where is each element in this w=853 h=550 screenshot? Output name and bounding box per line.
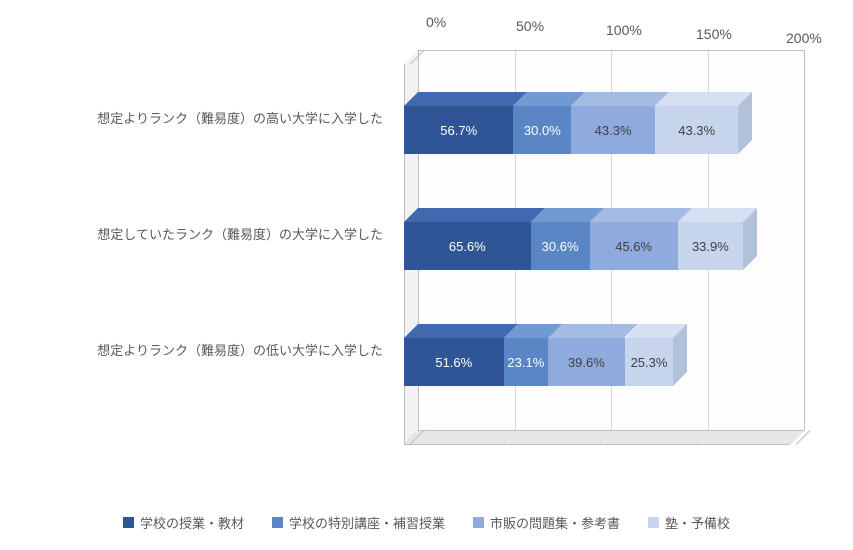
bar-value-label: 30.0% xyxy=(513,106,571,154)
bar-value-label: 43.3% xyxy=(655,106,739,154)
legend-item-0: 学校の授業・教材 xyxy=(123,513,244,532)
legend-swatch-1 xyxy=(272,517,283,528)
legend: 学校の授業・教材 学校の特別講座・補習授業 市販の問題集・参考書 塾・予備校 xyxy=(0,513,853,532)
x-tick-150: 150% xyxy=(696,26,732,42)
legend-label-0: 学校の授業・教材 xyxy=(140,513,244,532)
plot-edge-front-bottom xyxy=(404,444,790,445)
bar-value-label: 43.3% xyxy=(571,106,655,154)
plot-edge-right xyxy=(804,50,805,430)
plot-edge-bottom xyxy=(418,430,804,431)
bar-value-label: 23.1% xyxy=(504,338,549,386)
x-tick-100: 100% xyxy=(606,22,642,38)
legend-label-1: 学校の特別講座・補習授業 xyxy=(289,513,445,532)
bar-top xyxy=(571,92,669,106)
bar-top xyxy=(404,208,545,222)
x-tick-50: 50% xyxy=(516,18,544,34)
category-label-2: 想定よりランク（難易度）の低い大学に入学した xyxy=(13,342,383,360)
bar-top xyxy=(404,324,518,338)
bar-top xyxy=(548,324,638,338)
stacked-bar-3d-chart: 0% 50% 100% 150% 200% 想定よりランク（難易度）の高い大学に… xyxy=(0,0,853,550)
legend-swatch-0 xyxy=(123,517,134,528)
bar-value-label: 51.6% xyxy=(404,338,504,386)
bar-value-label: 30.6% xyxy=(531,222,590,270)
legend-label-2: 市販の問題集・参考書 xyxy=(490,513,620,532)
legend-item-2: 市販の問題集・参考書 xyxy=(473,513,620,532)
bar-value-label: 33.9% xyxy=(678,222,743,270)
plot-edge-top xyxy=(418,50,804,51)
legend-item-1: 学校の特別講座・補習授業 xyxy=(272,513,445,532)
category-label-1: 想定していたランク（難易度）の大学に入学した xyxy=(13,226,383,244)
legend-swatch-2 xyxy=(473,517,484,528)
bar-value-label: 65.6% xyxy=(404,222,531,270)
bar-top xyxy=(655,92,753,106)
x-tick-0: 0% xyxy=(426,14,446,30)
bar-value-label: 45.6% xyxy=(590,222,678,270)
legend-item-3: 塾・予備校 xyxy=(648,513,730,532)
bar-value-label: 56.7% xyxy=(404,106,513,154)
bar-value-label: 25.3% xyxy=(625,338,674,386)
category-label-0: 想定よりランク（難易度）の高い大学に入学した xyxy=(13,110,383,128)
bar-top xyxy=(590,208,692,222)
legend-label-3: 塾・予備校 xyxy=(665,513,730,532)
bar-value-label: 39.6% xyxy=(548,338,624,386)
x-tick-200: 200% xyxy=(786,30,822,46)
legend-swatch-3 xyxy=(648,517,659,528)
bar-top xyxy=(404,92,527,106)
